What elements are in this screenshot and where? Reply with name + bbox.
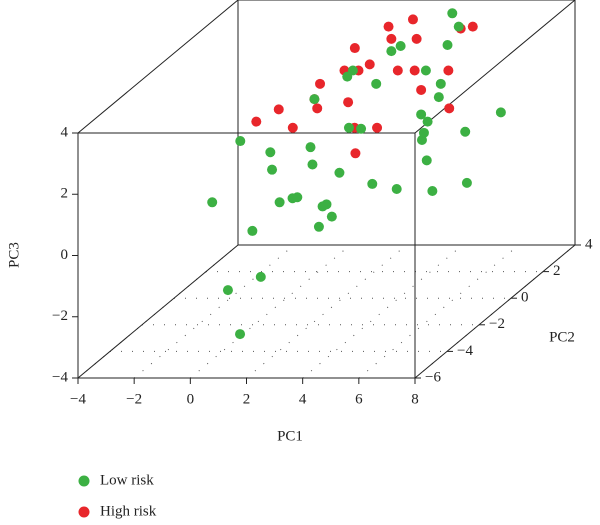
y-tick-label: 4 <box>585 236 593 252</box>
y-tick-label: 2 <box>553 263 561 279</box>
point <box>433 92 444 103</box>
point <box>422 116 433 127</box>
point <box>207 197 218 208</box>
z-tick-label: 0 <box>61 247 69 263</box>
point <box>372 122 383 133</box>
box-edge <box>77 0 239 134</box>
point <box>443 65 454 76</box>
box-edge <box>77 244 239 379</box>
point <box>312 103 323 114</box>
point <box>444 103 455 114</box>
x-tick-label: 8 <box>411 391 419 407</box>
box-edge <box>414 0 576 134</box>
point <box>343 122 354 133</box>
point <box>334 167 345 178</box>
point <box>421 155 432 166</box>
point <box>391 184 402 194</box>
point <box>255 271 266 282</box>
point <box>411 33 422 44</box>
point <box>395 41 406 52</box>
point <box>460 126 471 137</box>
point <box>409 65 420 76</box>
point <box>305 142 316 153</box>
z-tick-label: −4 <box>52 369 68 385</box>
point <box>287 122 298 133</box>
point <box>416 109 427 120</box>
point <box>495 107 506 118</box>
point <box>416 84 427 95</box>
y-axis-label: PC2 <box>549 329 575 345</box>
y-tick-label: −4 <box>457 343 473 359</box>
point <box>342 71 353 82</box>
point <box>317 201 328 212</box>
point <box>235 329 246 340</box>
y-tick-label: 0 <box>521 290 529 306</box>
point <box>315 78 326 89</box>
x-tick-label: 2 <box>243 391 251 407</box>
point <box>265 147 276 158</box>
point <box>349 43 360 54</box>
point <box>427 186 438 197</box>
point <box>309 94 320 105</box>
point <box>307 159 318 170</box>
point <box>467 21 478 32</box>
point <box>392 65 403 76</box>
point <box>273 104 284 115</box>
point <box>313 221 324 232</box>
point <box>386 46 397 57</box>
x-tick-label: 4 <box>299 391 307 407</box>
z-tick-label: −2 <box>52 308 68 324</box>
z-tick-label: 2 <box>61 186 69 202</box>
point <box>442 39 453 50</box>
point <box>386 33 397 44</box>
point <box>371 78 382 89</box>
point <box>418 127 429 138</box>
legend-label: High risk <box>100 503 157 519</box>
point <box>222 285 233 296</box>
point <box>447 8 458 19</box>
point <box>364 59 375 70</box>
point <box>235 136 246 147</box>
point <box>350 148 361 159</box>
point <box>274 197 285 208</box>
point <box>383 21 394 32</box>
legend-marker <box>78 475 90 487</box>
z-tick-label: 4 <box>61 124 69 140</box>
point <box>420 65 431 76</box>
point <box>367 178 378 189</box>
legend-label: Low risk <box>100 472 154 488</box>
point <box>326 211 337 222</box>
point <box>343 97 354 108</box>
box-edge <box>414 244 576 379</box>
point <box>292 192 303 203</box>
x-tick-label: −2 <box>126 391 142 407</box>
y-tick-label: −6 <box>425 369 441 385</box>
point <box>247 225 258 236</box>
y-tick-label: −2 <box>489 316 505 332</box>
x-axis-label: PC1 <box>277 428 303 444</box>
point <box>251 116 262 127</box>
z-axis-label: PC3 <box>6 242 22 268</box>
point <box>453 21 464 32</box>
point <box>435 78 446 89</box>
point <box>267 164 278 175</box>
point <box>461 177 472 188</box>
x-tick-label: −4 <box>70 391 86 407</box>
x-tick-label: 0 <box>187 391 195 407</box>
legend-marker <box>78 506 90 518</box>
point <box>407 14 418 25</box>
x-tick-label: 6 <box>355 391 363 407</box>
point <box>356 123 367 134</box>
